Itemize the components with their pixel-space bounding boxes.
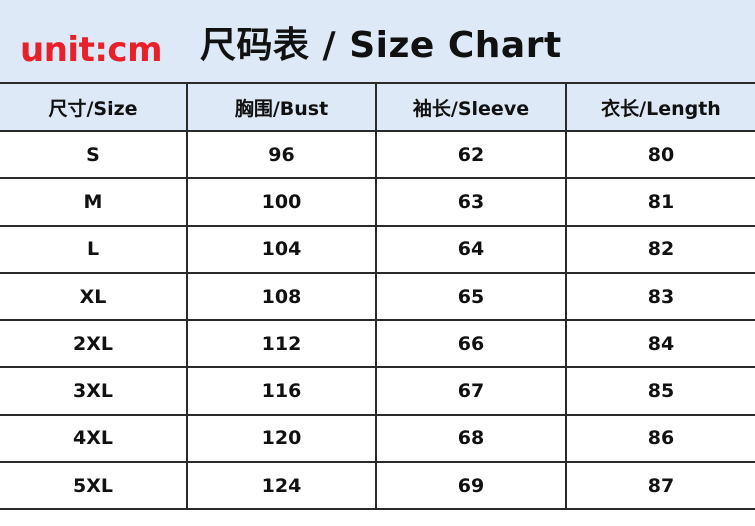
- cell-sleeve: 64: [375, 224, 567, 274]
- cell-size: 3XL: [0, 366, 188, 416]
- table-row: 4XL 120 68 86: [0, 413, 755, 464]
- cell-sleeve: 69: [375, 461, 567, 511]
- cell-size: M: [0, 177, 188, 227]
- cell-bust: 124: [186, 461, 377, 511]
- cell-length: 85: [565, 366, 755, 416]
- cell-sleeve: 62: [375, 129, 567, 180]
- cell-length: 80: [565, 129, 755, 180]
- table-row: S 96 62 80: [0, 129, 755, 180]
- cell-bust: 112: [186, 319, 377, 369]
- cell-bust: 108: [186, 271, 377, 322]
- column-header-size: 尺寸/Size: [0, 82, 188, 132]
- size-chart-table: 尺寸/Size 胸围/Bust 袖长/Sleeve 衣长/Length S 96 6…: [0, 82, 755, 511]
- cell-bust: 116: [186, 366, 377, 416]
- cell-length: 83: [565, 271, 755, 322]
- cell-length: 82: [565, 224, 755, 274]
- column-header-sleeve: 袖长/Sleeve: [375, 82, 567, 132]
- cell-sleeve: 66: [375, 319, 567, 369]
- table-row: 3XL 116 67 85: [0, 366, 755, 416]
- table-row: 2XL 112 66 84: [0, 319, 755, 369]
- cell-size: L: [0, 224, 188, 274]
- table-row: 5XL 124 69 87: [0, 461, 755, 511]
- cell-length: 87: [565, 461, 755, 511]
- cell-size: 5XL: [0, 461, 188, 511]
- cell-length: 86: [565, 413, 755, 464]
- header-banner: unit:cm 尺码表 / Size Chart: [0, 0, 755, 82]
- cell-size: XL: [0, 271, 188, 322]
- cell-length: 81: [565, 177, 755, 227]
- table-row: M 100 63 81: [0, 177, 755, 227]
- cell-size: 2XL: [0, 319, 188, 369]
- table-row: XL 108 65 83: [0, 271, 755, 322]
- page-title: 尺码表 / Size Chart: [200, 25, 562, 66]
- cell-sleeve: 68: [375, 413, 567, 464]
- cell-bust: 104: [186, 224, 377, 274]
- cell-bust: 96: [186, 129, 377, 180]
- cell-bust: 100: [186, 177, 377, 227]
- table-row: L 104 64 82: [0, 224, 755, 274]
- cell-sleeve: 63: [375, 177, 567, 227]
- cell-sleeve: 65: [375, 271, 567, 322]
- cell-size: S: [0, 129, 188, 180]
- column-header-length: 衣长/Length: [565, 82, 755, 132]
- column-header-bust: 胸围/Bust: [186, 82, 377, 132]
- unit-label: unit:cm: [20, 30, 163, 70]
- table-header-row: 尺寸/Size 胸围/Bust 袖长/Sleeve 衣长/Length: [0, 82, 755, 132]
- cell-sleeve: 67: [375, 366, 567, 416]
- cell-size: 4XL: [0, 413, 188, 464]
- cell-length: 84: [565, 319, 755, 369]
- cell-bust: 120: [186, 413, 377, 464]
